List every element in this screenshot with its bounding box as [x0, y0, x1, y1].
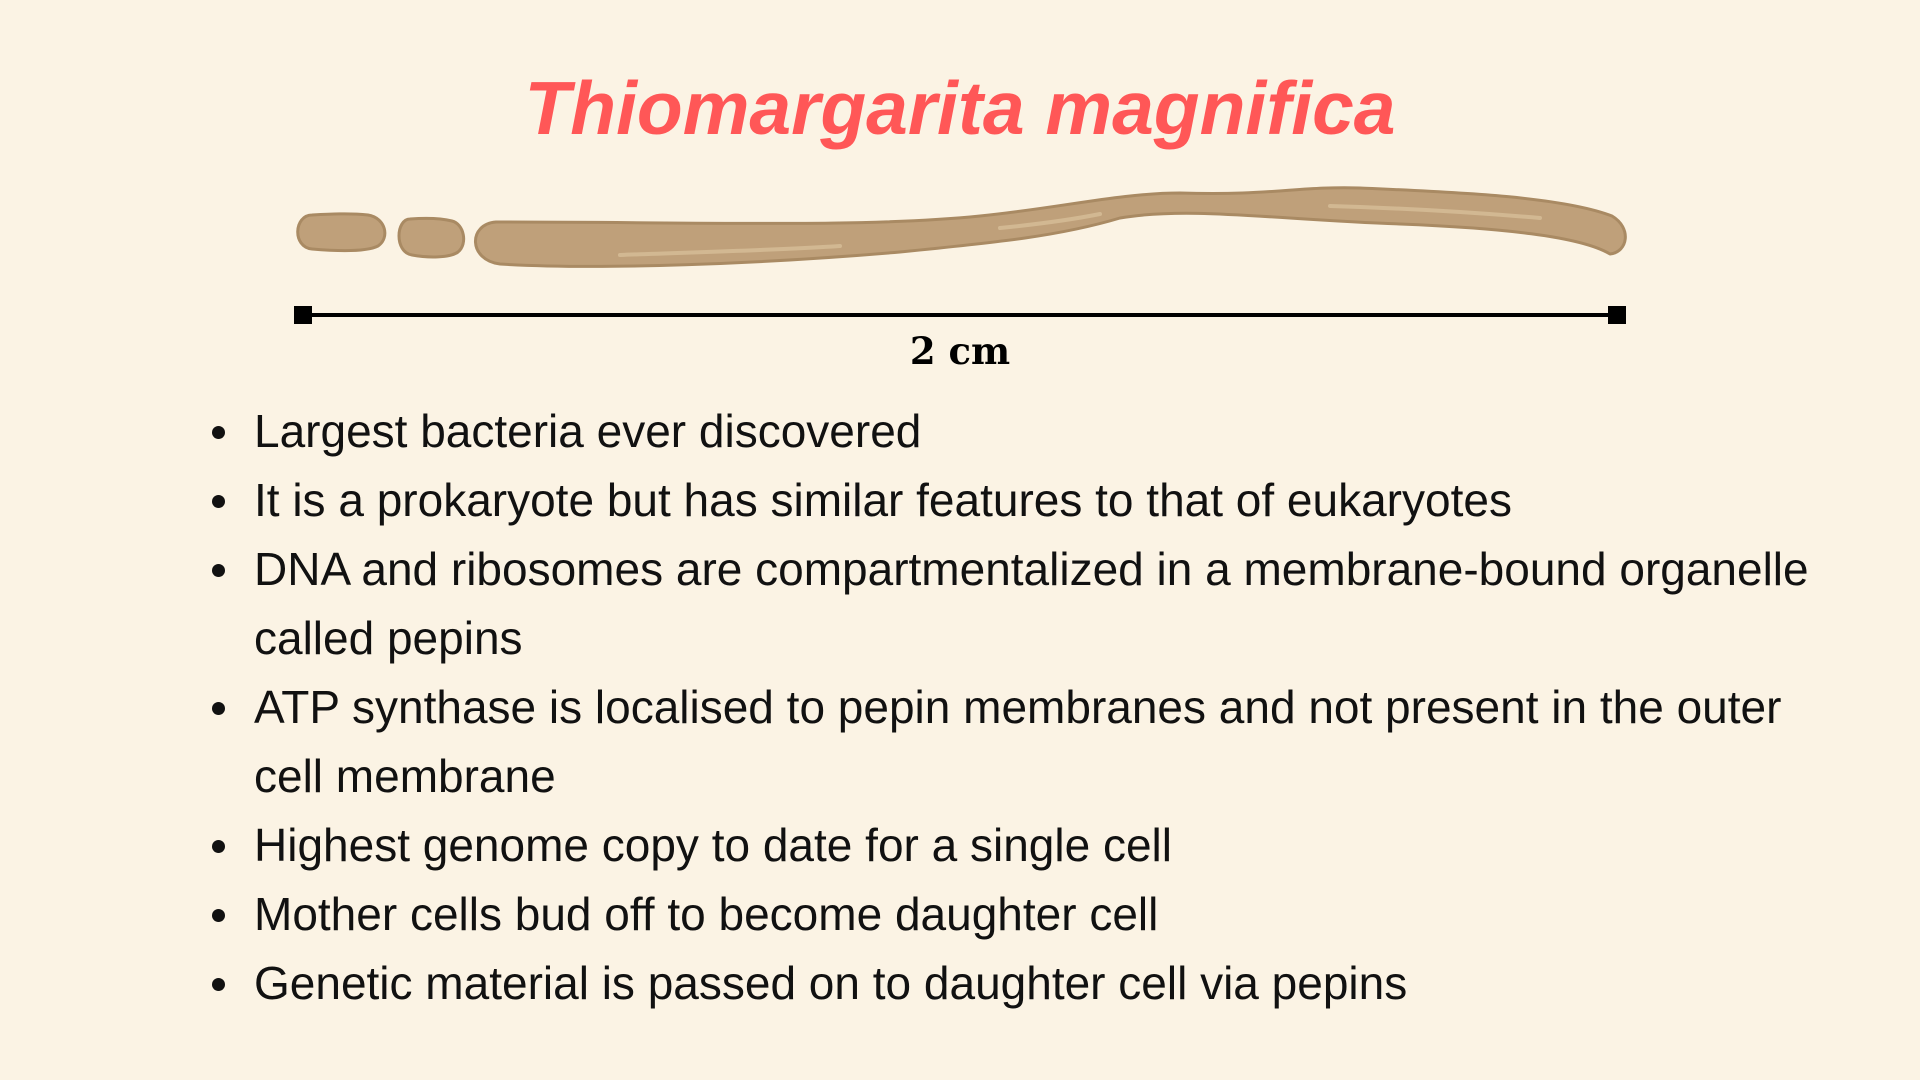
bacterium-illustration: [294, 186, 1627, 324]
scale-bar-end-left: [294, 306, 312, 324]
fact-text: DNA and ribosomes are compartmentalized …: [254, 543, 1809, 664]
bullet-icon: [212, 909, 225, 922]
bullet-icon: [212, 978, 225, 991]
list-item: Highest genome copy to date for a single…: [212, 811, 1814, 880]
scale-bar-label: 2 cm: [909, 329, 1011, 373]
fact-text: ATP synthase is localised to pepin membr…: [254, 681, 1782, 802]
list-item: Mother cells bud off to become daughter …: [212, 880, 1814, 949]
list-item: Largest bacteria ever discovered: [212, 397, 1814, 466]
bacterium-highlight: [998, 212, 1102, 230]
bullet-icon: [212, 564, 225, 577]
list-item: It is a prokaryote but has similar featu…: [212, 466, 1814, 535]
bullet-icon: [212, 840, 225, 853]
bacterium-highlight: [1328, 204, 1542, 220]
bullet-icon: [212, 702, 225, 715]
filamentous-bacterium-icon: [296, 186, 1627, 268]
fact-text: Highest genome copy to date for a single…: [254, 819, 1172, 871]
list-item: DNA and ribosomes are compartmentalized …: [212, 535, 1814, 673]
list-item: ATP synthase is localised to pepin membr…: [212, 673, 1814, 811]
scale-bar-end-right: [1608, 306, 1626, 324]
bullet-icon: [212, 426, 225, 439]
bacterium-segment-small-1: [296, 212, 387, 253]
fact-text: Mother cells bud off to become daughter …: [254, 888, 1159, 940]
bacterium-highlight: [618, 244, 842, 257]
page-title: Thiomargarita magnifica: [524, 66, 1396, 150]
fact-text: Genetic material is passed on to daughte…: [254, 957, 1408, 1009]
bullet-icon: [212, 495, 225, 508]
bacterium-segment-small-2: [397, 216, 466, 259]
fact-text: It is a prokaryote but has similar featu…: [254, 474, 1512, 526]
scale-bar: [294, 306, 1626, 324]
fact-text: Largest bacteria ever discovered: [254, 405, 922, 457]
facts-list: Largest bacteria ever discovered It is a…: [208, 397, 1814, 1018]
list-item: Genetic material is passed on to daughte…: [212, 949, 1814, 1018]
